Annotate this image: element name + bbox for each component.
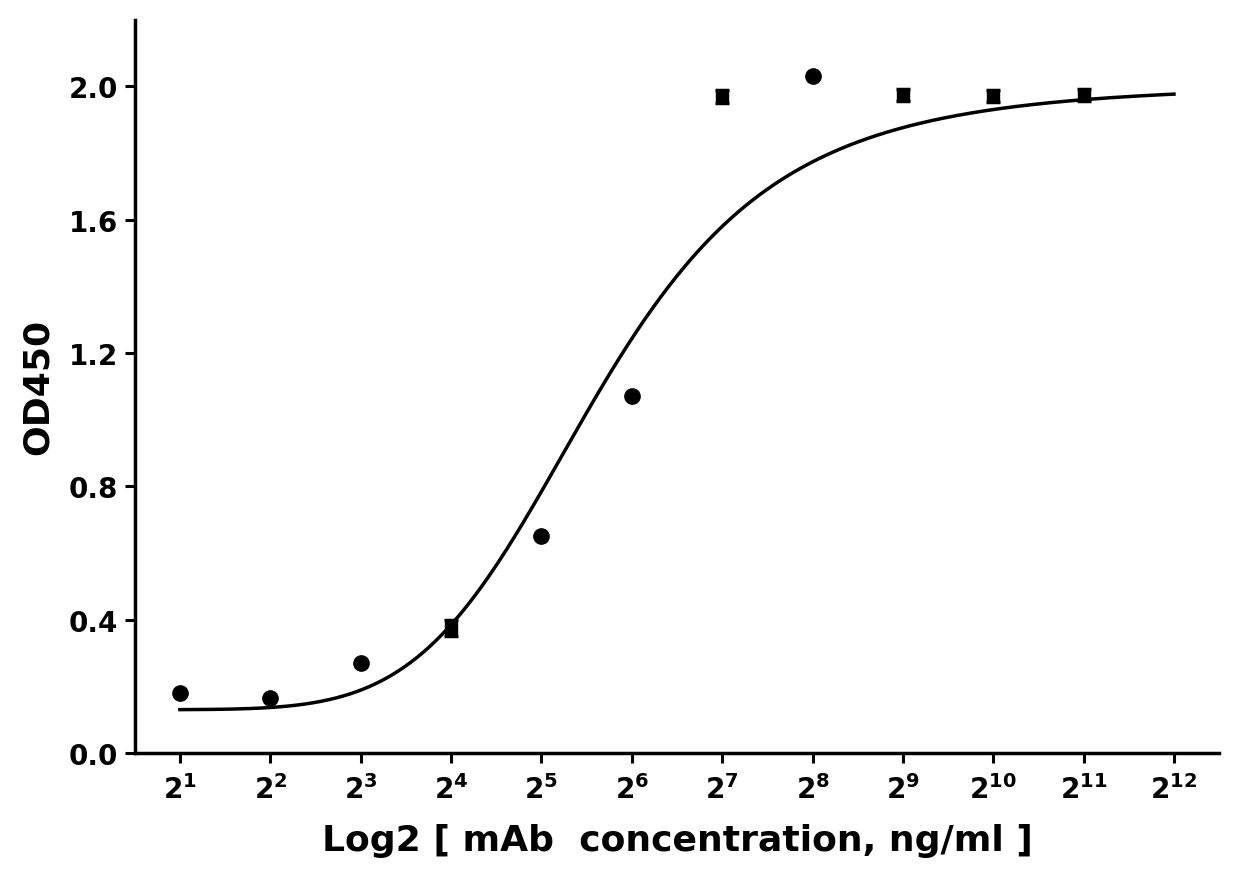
X-axis label: Log2 [ mAb  concentration, ng/ml ]: Log2 [ mAb concentration, ng/ml ]: [321, 824, 1033, 857]
Y-axis label: OD450: OD450: [21, 319, 55, 455]
